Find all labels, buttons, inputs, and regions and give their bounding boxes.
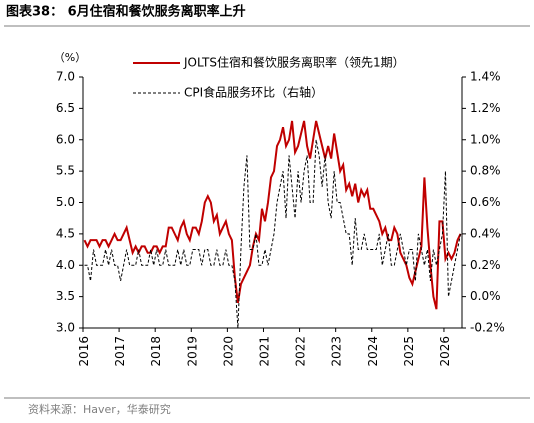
y2-tick-label: 0.0% [470, 289, 501, 303]
y2-tick-label: 1.4% [470, 70, 501, 84]
x-tick-label: 2018 [149, 336, 163, 367]
x-tick-label: 2019 [185, 336, 199, 367]
y-tick-label: 7.0 [56, 70, 75, 84]
y-tick-label: 3.5 [56, 289, 75, 303]
y-tick-label: 4.0 [56, 258, 75, 272]
y-tick-label: 3.0 [56, 321, 75, 335]
x-tick-label: 2020 [221, 336, 235, 367]
y2-tick-label: 0.2% [470, 258, 501, 272]
y2-tick-label: -0.2% [470, 321, 505, 335]
y-tick-label: 6.0 [56, 132, 75, 146]
y2-tick-label: 1.2% [470, 101, 501, 115]
series-line [84, 139, 461, 329]
y2-tick-label: 0.6% [470, 195, 501, 209]
y2-tick-label: 0.4% [470, 226, 501, 240]
y2-tick-label: 0.8% [470, 164, 501, 178]
y-tick-label: 5.0 [56, 195, 75, 209]
y-tick-label: 6.5 [56, 101, 75, 115]
x-tick-label: 2024 [366, 336, 380, 367]
x-tick-label: 2017 [113, 336, 127, 367]
source: 资料来源：Haver，华泰研究 [28, 402, 171, 416]
x-tick-label: 2021 [257, 336, 271, 367]
x-tick-label: 2022 [294, 336, 308, 367]
legend-label: JOLTS住宿和餐饮服务离职率（领先1期） [183, 55, 405, 70]
x-tick-label: 2025 [402, 336, 416, 367]
series-line [83, 120, 462, 310]
x-tick-label: 2016 [77, 336, 91, 367]
x-tick-label: 2026 [438, 336, 452, 367]
y-tick-label: 4.5 [56, 226, 75, 240]
x-tick-label: 2023 [330, 336, 344, 367]
y2-tick-label: 1.0% [470, 132, 501, 146]
y-tick-label: 5.5 [56, 164, 75, 178]
legend-label: CPI食品服务环比（右轴） [184, 85, 323, 100]
unit-label: （%） [54, 51, 86, 64]
chart-title: 图表38： 6月住宿和餐饮服务离职率上升 [6, 4, 246, 20]
